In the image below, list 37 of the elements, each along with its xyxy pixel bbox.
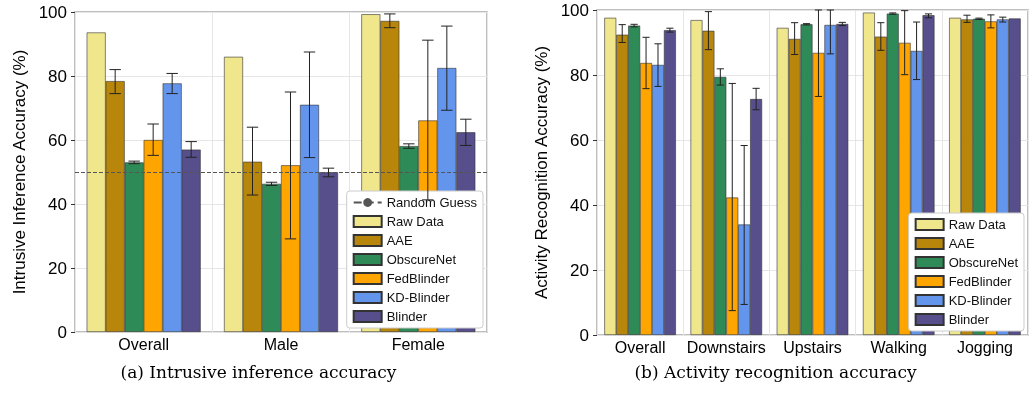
legend-label: KD-Blinder	[948, 293, 1013, 308]
x-tick-label: Overall	[118, 335, 170, 353]
x-tick-label: Male	[263, 335, 299, 353]
x-tick-label: Female	[391, 335, 446, 353]
y-tick-label: 20	[570, 260, 589, 280]
text: (b) Activity recognition accuracy	[633, 362, 918, 382]
x-tick-label: Overall	[614, 338, 666, 356]
y-tick-label: 60	[48, 130, 67, 150]
y-tick-label: 0	[579, 325, 589, 345]
x-tick-label: Downstairs	[686, 338, 766, 356]
x-tick-label: Upstairs	[783, 338, 842, 356]
x-tick-label: Jogging	[956, 338, 1013, 356]
y-tick-label: 40	[570, 195, 589, 215]
y-tick-label: 100	[38, 2, 67, 22]
x-tick-label: Walking	[870, 338, 927, 356]
legend-label: FedBlinder	[386, 271, 451, 286]
legend-label: Blinder	[386, 309, 428, 324]
legend-label: AAE	[948, 236, 975, 251]
legend-label: KD-Blinder	[386, 290, 451, 305]
legend-label: Raw Data	[386, 214, 445, 229]
legend-label: Random Guess	[386, 195, 478, 210]
legend-label: ObscureNet	[948, 255, 1019, 270]
y-axis-title: Intrusive Inference Accuracy (%)	[9, 49, 29, 295]
y-tick-label: 60	[570, 130, 589, 150]
text: (a) Intrusive inference accuracy	[119, 362, 398, 382]
legend-label: FedBlinder	[948, 274, 1013, 289]
y-tick-label: 80	[48, 66, 67, 86]
y-tick-label: 0	[57, 322, 67, 342]
legend-label: Raw Data	[948, 217, 1007, 232]
legend-label: AAE	[386, 233, 414, 248]
y-tick-label: 80	[570, 65, 589, 85]
legend-label: ObscureNet	[386, 252, 457, 267]
y-tick-label: 40	[48, 194, 67, 214]
y-tick-label: 20	[48, 258, 67, 278]
y-tick-label: 100	[560, 0, 589, 20]
legend-label: Blinder	[948, 312, 990, 327]
y-axis-title: Activity Recognition Accuracy (%)	[531, 45, 551, 300]
